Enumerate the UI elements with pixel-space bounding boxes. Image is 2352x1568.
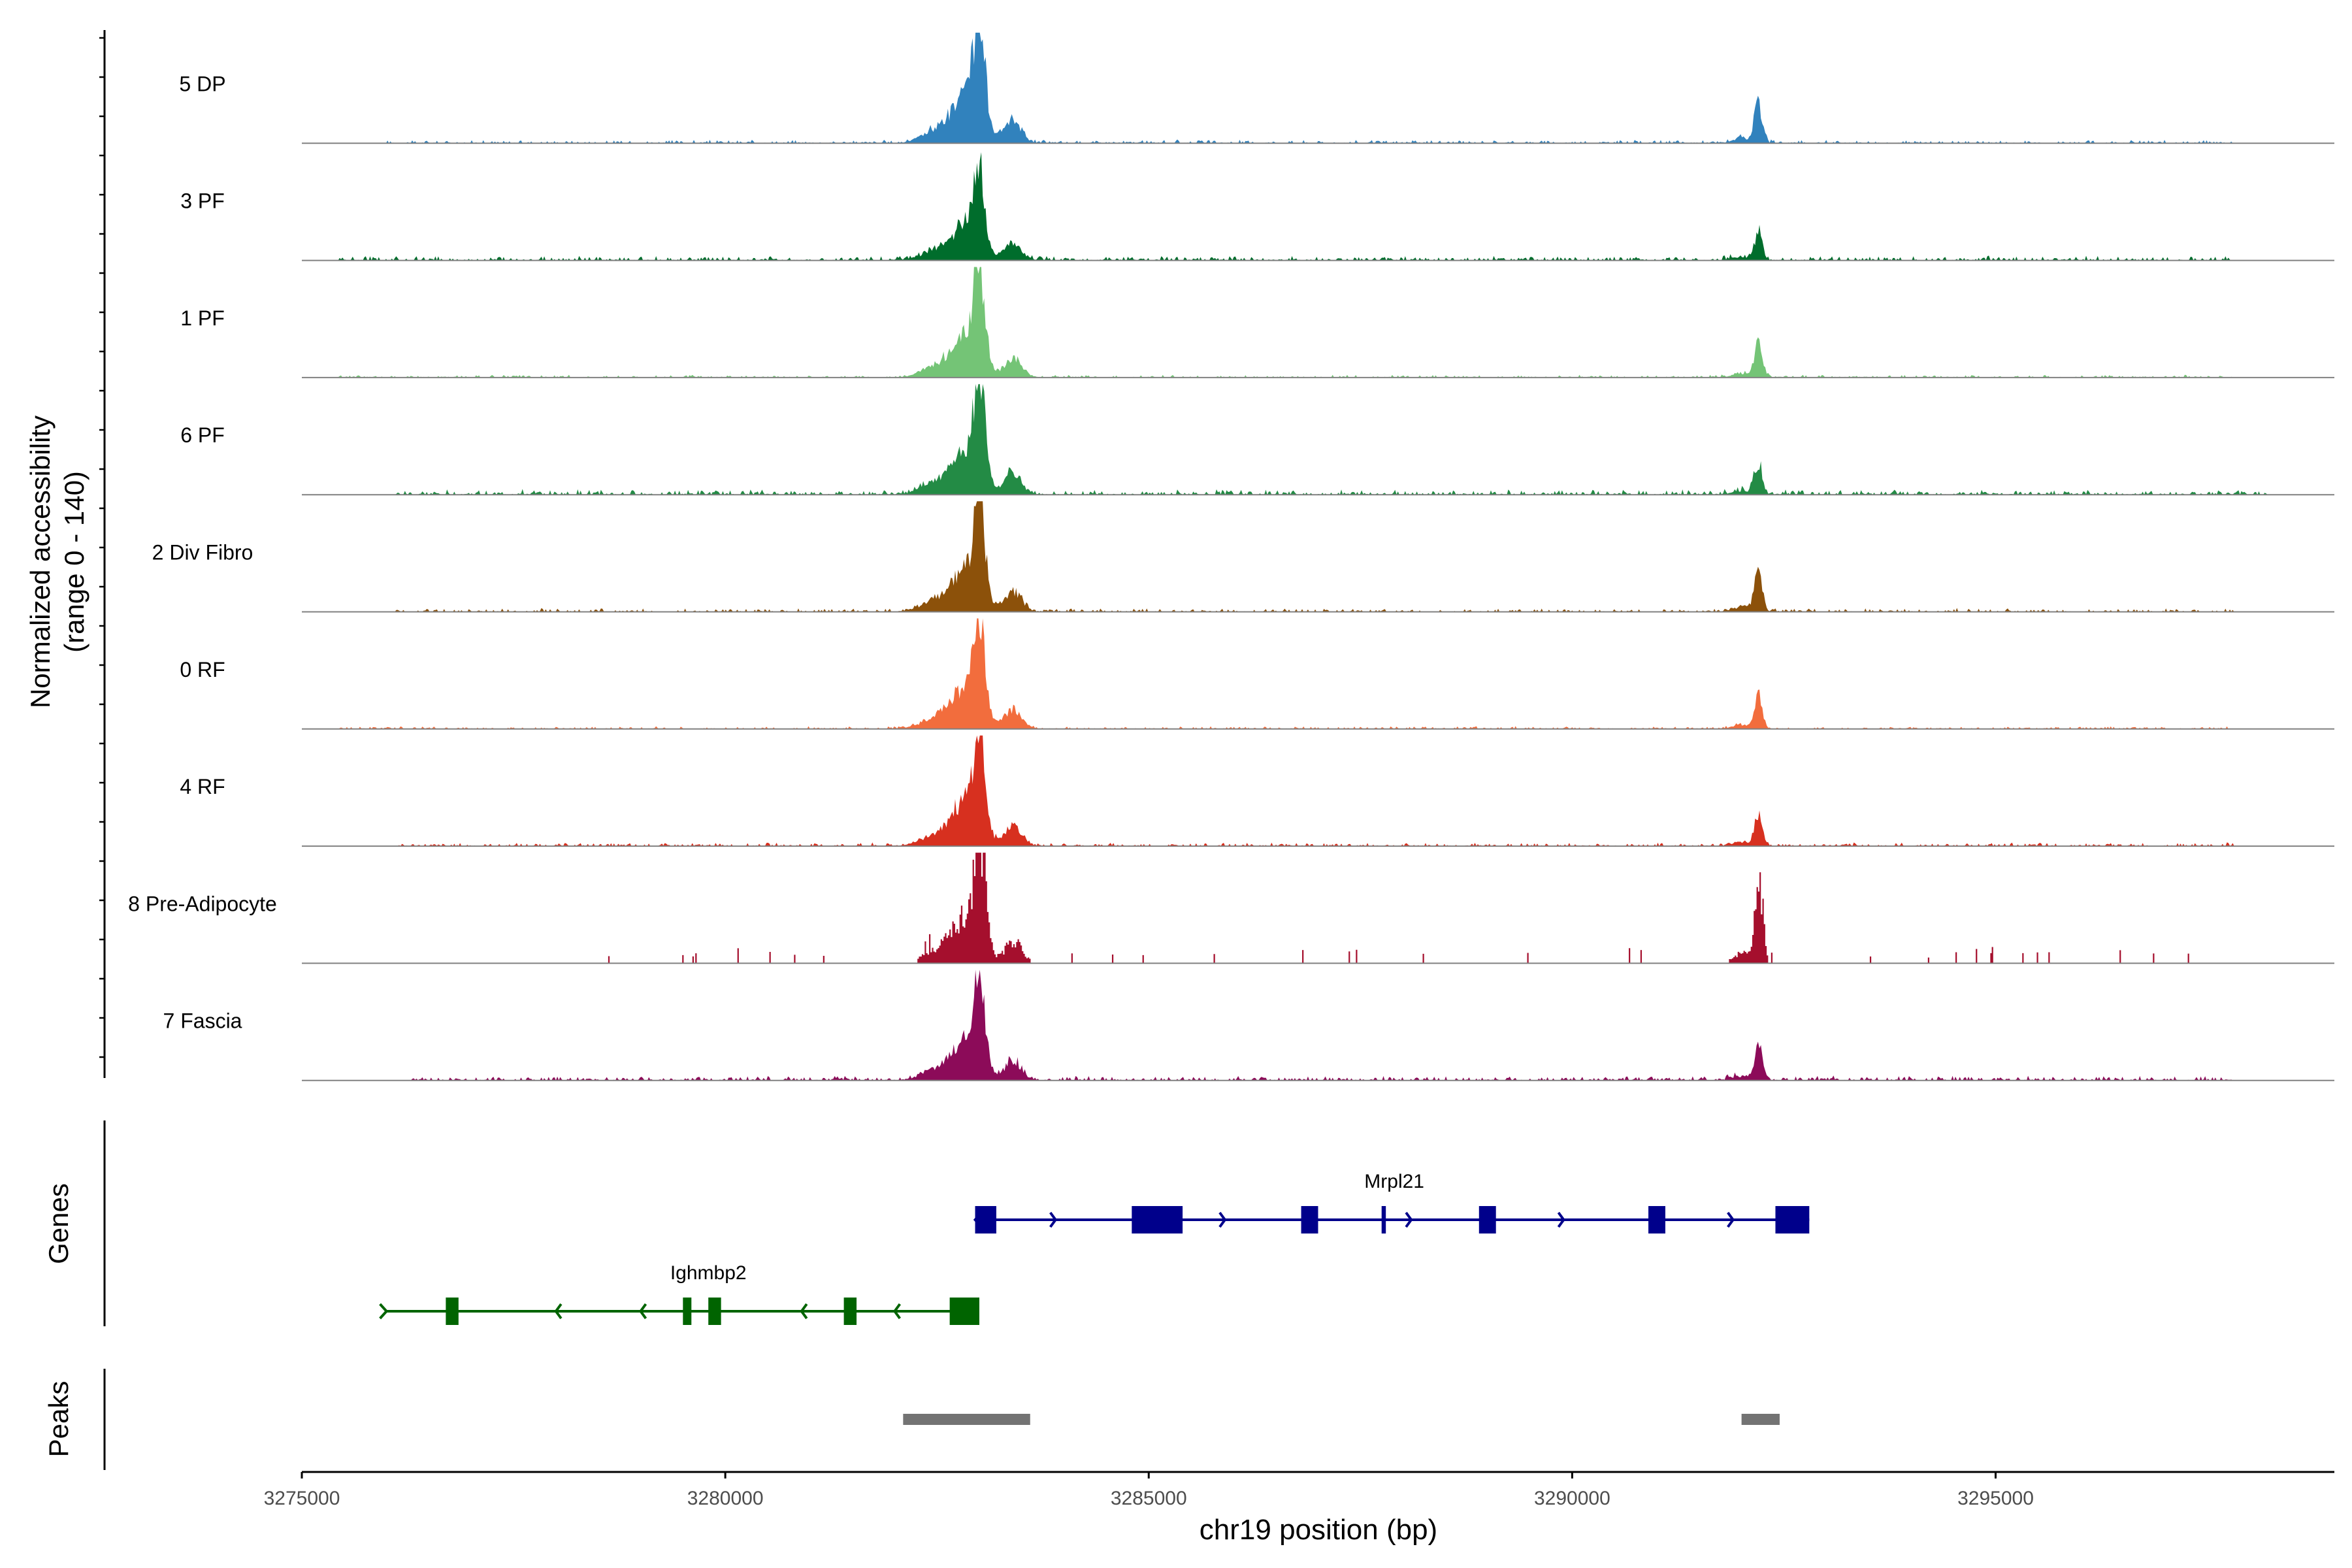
coverage-area: [302, 267, 2334, 378]
strand-arrow: [800, 1303, 808, 1320]
gene-exon: [1775, 1206, 1810, 1233]
y-axis-title: Normalized accessibility: [25, 416, 56, 708]
strand-arrow: [1218, 1211, 1227, 1228]
gene-exon: [683, 1298, 692, 1325]
track-label: 1 PF: [180, 306, 225, 330]
gene-exon: [949, 1298, 979, 1325]
track-1: 5 DP: [179, 33, 2334, 144]
gene-exon: [975, 1206, 996, 1233]
x-tick-label: 3295000: [1957, 1488, 2034, 1509]
track-6: 0 RF: [180, 618, 2334, 730]
track-7: 4 RF: [180, 735, 2334, 847]
peaks-panel-label: Peaks: [43, 1381, 74, 1458]
x-tick-label: 3285000: [1111, 1488, 1187, 1509]
gene-exon: [1301, 1206, 1318, 1233]
x-tick-label: 3275000: [264, 1488, 340, 1509]
coverage-area: [302, 501, 2334, 612]
y-axis-subtitle: (range 0 - 140): [59, 471, 90, 653]
x-axis-title: chr19 position (bp): [1200, 1514, 1437, 1546]
track-3: 1 PF: [180, 267, 2334, 378]
gene-exon: [1648, 1206, 1665, 1233]
strand-arrow: [973, 1211, 983, 1228]
coverage-area: [302, 735, 2334, 847]
gene-name-label: Mrpl21: [1364, 1171, 1424, 1192]
peak-region: [903, 1414, 1030, 1425]
coverage-area: [302, 970, 2334, 1081]
track-4: 6 PF: [180, 384, 2334, 496]
coverage-area: [302, 33, 2334, 144]
gene-annotations: Mrpl21 Ighmbp2: [379, 1171, 1810, 1325]
peak-region: [1741, 1414, 1780, 1425]
coverage-area: [302, 853, 2334, 964]
track-2: 3 PF: [180, 152, 2334, 261]
track-5: 2 Div Fibro: [152, 501, 2334, 613]
coverage-area: [302, 618, 2334, 729]
gene-name-label: Ighmbp2: [670, 1262, 747, 1284]
strand-arrow: [639, 1303, 647, 1320]
gene-exon: [708, 1298, 721, 1325]
gene-exon: [446, 1298, 459, 1325]
peak-regions: [903, 1414, 1780, 1425]
gene-mrpl21: Mrpl21: [973, 1171, 1810, 1233]
genes-panel-label: Genes: [43, 1183, 74, 1264]
x-tick-label: 3290000: [1534, 1488, 1610, 1509]
strand-arrow: [1405, 1211, 1413, 1228]
track-label: 8 Pre-Adipocyte: [128, 892, 277, 915]
gene-exon: [1381, 1206, 1386, 1233]
track-label: 0 RF: [180, 658, 225, 681]
track-label: 6 PF: [180, 423, 225, 447]
gene-exon: [1478, 1206, 1496, 1233]
track-label: 3 PF: [180, 189, 225, 213]
coverage-area: [302, 152, 2334, 261]
track-label: 7 Fascia: [163, 1009, 242, 1033]
gene-exon: [843, 1298, 857, 1325]
gene-exon: [1132, 1206, 1183, 1233]
coverage-area: [302, 384, 2334, 495]
track-label: 2 Div Fibro: [152, 541, 253, 564]
x-axis-ticks: 3275000 3280000 3285000 3290000 3295000: [264, 1472, 2034, 1509]
track-9: 7 Fascia: [163, 970, 2334, 1081]
strand-arrow: [1049, 1211, 1058, 1228]
strand-arrow: [892, 1303, 901, 1320]
strand-arrow: [1727, 1211, 1735, 1228]
track-8: 8 Pre-Adipocyte: [128, 853, 2334, 964]
track-label: 4 RF: [180, 775, 225, 798]
coverage-tracks: 5 DP 3 PF 1 PF 6 PF 2 Div Fibro 0 RF 4 RF 8 Pre…: [128, 33, 2334, 1081]
strand-arrow: [379, 1303, 389, 1320]
gene-ighmbp2: Ighmbp2: [379, 1262, 979, 1325]
x-tick-label: 3280000: [687, 1488, 764, 1509]
track-label: 5 DP: [179, 72, 225, 95]
strand-arrow: [554, 1303, 563, 1320]
strand-arrow: [1557, 1211, 1565, 1228]
